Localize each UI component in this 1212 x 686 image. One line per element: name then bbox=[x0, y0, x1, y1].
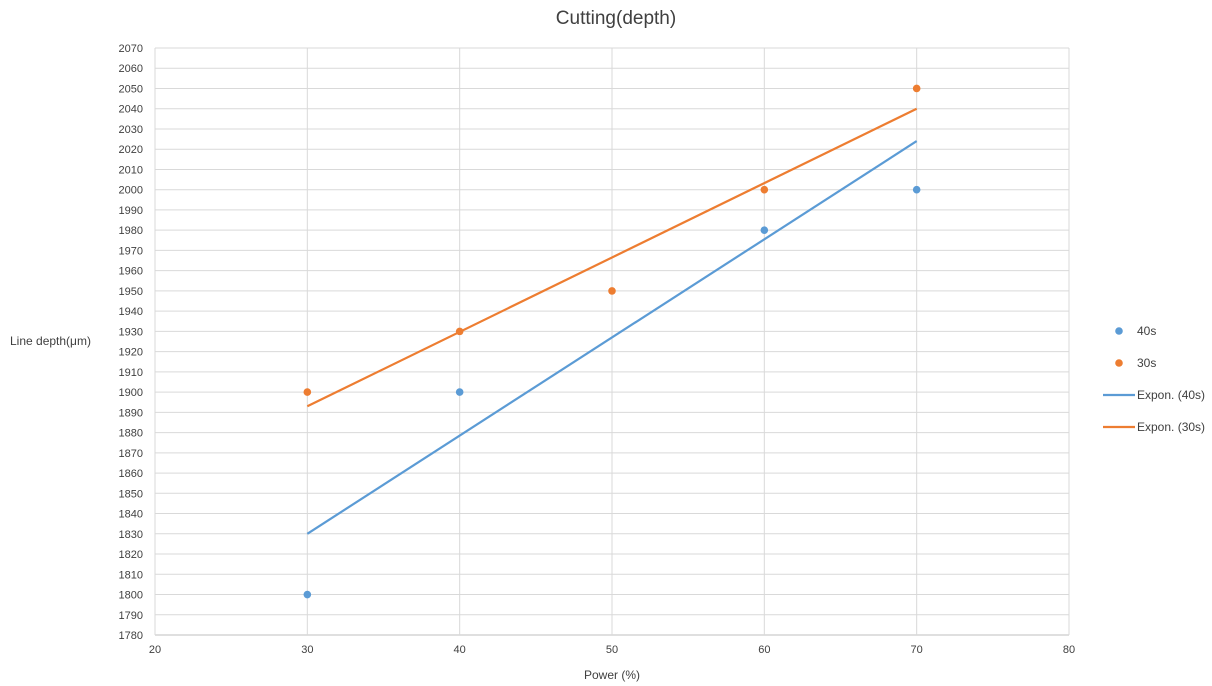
legend-marker bbox=[1115, 327, 1123, 335]
data-point-30s bbox=[760, 185, 769, 194]
y-tick-label: 1980 bbox=[119, 225, 143, 237]
y-tick-label: 1870 bbox=[119, 448, 143, 460]
x-tick-label: 30 bbox=[301, 644, 313, 656]
y-tick-label: 2070 bbox=[119, 43, 143, 55]
data-point-40s bbox=[760, 226, 769, 234]
y-tick-label: 1830 bbox=[119, 529, 143, 541]
y-tick-label: 1780 bbox=[119, 630, 143, 642]
y-tick-label: 1810 bbox=[119, 569, 143, 581]
y-tick-label: 1850 bbox=[119, 488, 143, 500]
trendlines bbox=[306, 107, 918, 535]
x-axis-label: Power (%) bbox=[584, 668, 640, 682]
y-tick-label: 2050 bbox=[119, 83, 143, 95]
legend-item: Expon. (40s) bbox=[1103, 388, 1205, 402]
data-point-30s bbox=[303, 388, 312, 396]
y-tick-label: 2030 bbox=[119, 124, 143, 136]
y-tick-label: 1840 bbox=[119, 509, 143, 521]
y-tick-label: 1950 bbox=[119, 286, 143, 298]
y-tick-label: 1990 bbox=[119, 205, 143, 217]
x-tick-label: 50 bbox=[606, 644, 618, 656]
legend-label: Expon. (30s) bbox=[1137, 420, 1205, 434]
x-tick-label: 80 bbox=[1063, 644, 1075, 656]
y-tick-label: 2040 bbox=[119, 104, 143, 116]
data-point-30s bbox=[912, 84, 921, 93]
data-point-30s bbox=[608, 287, 616, 295]
y-tick-label: 1940 bbox=[119, 306, 143, 318]
y-tick-label: 2010 bbox=[119, 164, 143, 176]
y-tick-label: 1930 bbox=[119, 326, 143, 338]
data-point-40s bbox=[912, 185, 921, 194]
legend: 40s 30s Expon. (40s) Expon. (30s) bbox=[1103, 324, 1205, 434]
axes: 1780 1790 1800 1810 1820 1830 1840 1850 1860 1870… bbox=[119, 43, 1076, 656]
chart-title: Cutting(depth) bbox=[556, 8, 676, 29]
data-point-40s bbox=[303, 590, 312, 599]
y-tick-label: 1970 bbox=[119, 245, 143, 257]
gridlines bbox=[154, 47, 1070, 636]
y-tick-label: 1800 bbox=[119, 590, 143, 602]
data-points bbox=[303, 84, 921, 599]
x-tick-label: 60 bbox=[758, 644, 770, 656]
data-point-40s bbox=[455, 388, 464, 396]
legend-marker bbox=[1115, 359, 1123, 367]
legend-label: 30s bbox=[1137, 356, 1156, 370]
trendline-expon-30s bbox=[306, 107, 918, 408]
y-tick-label: 1900 bbox=[119, 387, 143, 399]
y-tick-label: 1910 bbox=[119, 367, 143, 379]
y-axis-label: Line depth(μm) bbox=[10, 334, 91, 348]
legend-item: 30s bbox=[1115, 356, 1156, 370]
legend-item: Expon. (30s) bbox=[1103, 420, 1205, 434]
y-tick-label: 1890 bbox=[119, 407, 143, 419]
legend-item: 40s bbox=[1115, 324, 1156, 338]
x-tick-label: 40 bbox=[454, 644, 466, 656]
y-tick-label: 1860 bbox=[119, 468, 143, 480]
y-tick-label: 2060 bbox=[119, 63, 143, 75]
trendline-expon-40s bbox=[306, 140, 918, 535]
x-tick-label: 70 bbox=[911, 644, 923, 656]
legend-label: Expon. (40s) bbox=[1137, 388, 1205, 402]
data-point-30s bbox=[455, 327, 464, 336]
y-tick-label: 1820 bbox=[119, 549, 143, 561]
y-tick-label: 1920 bbox=[119, 347, 143, 359]
y-tick-label: 2020 bbox=[119, 144, 143, 156]
x-tick-label: 20 bbox=[149, 644, 161, 656]
y-tick-label: 1790 bbox=[119, 610, 143, 622]
y-tick-label: 1960 bbox=[119, 266, 143, 278]
y-tick-label: 2000 bbox=[119, 185, 143, 197]
legend-label: 40s bbox=[1137, 324, 1156, 338]
y-tick-label: 1880 bbox=[119, 428, 143, 440]
